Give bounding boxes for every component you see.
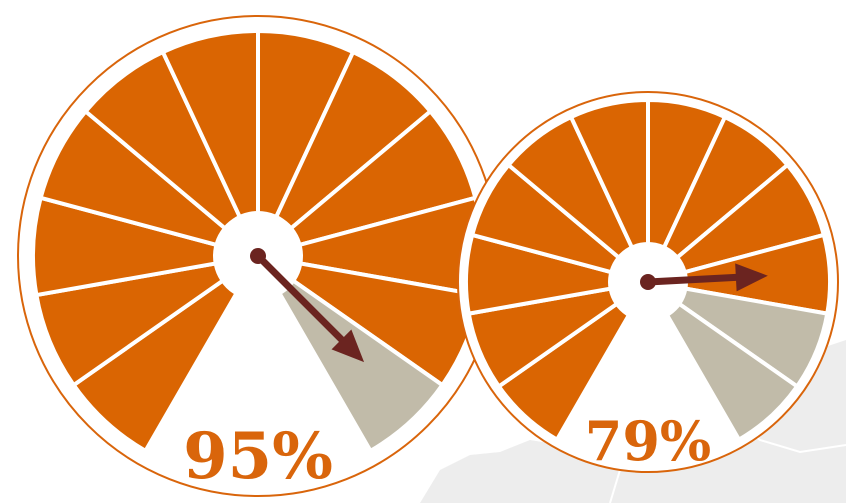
gauges-group: 95% 79%: [17, 15, 839, 497]
gauge-2: 79%: [457, 91, 839, 473]
gauge-needle-arrowhead: [735, 263, 768, 292]
map-land-shape: [420, 340, 846, 503]
gauge-value-label: 79%: [585, 409, 711, 473]
gauge-value-label: 95%: [183, 419, 333, 494]
gauge-needle: [644, 273, 740, 286]
gauge-needle-pivot: [250, 248, 266, 264]
gauge-segment-inactive: [646, 280, 800, 442]
gauge-1: 95%: [17, 15, 499, 497]
gauge-needle: [254, 252, 345, 343]
gauge-needle-pivot: [640, 274, 656, 290]
gauge-needle-arrowhead: [331, 329, 365, 363]
